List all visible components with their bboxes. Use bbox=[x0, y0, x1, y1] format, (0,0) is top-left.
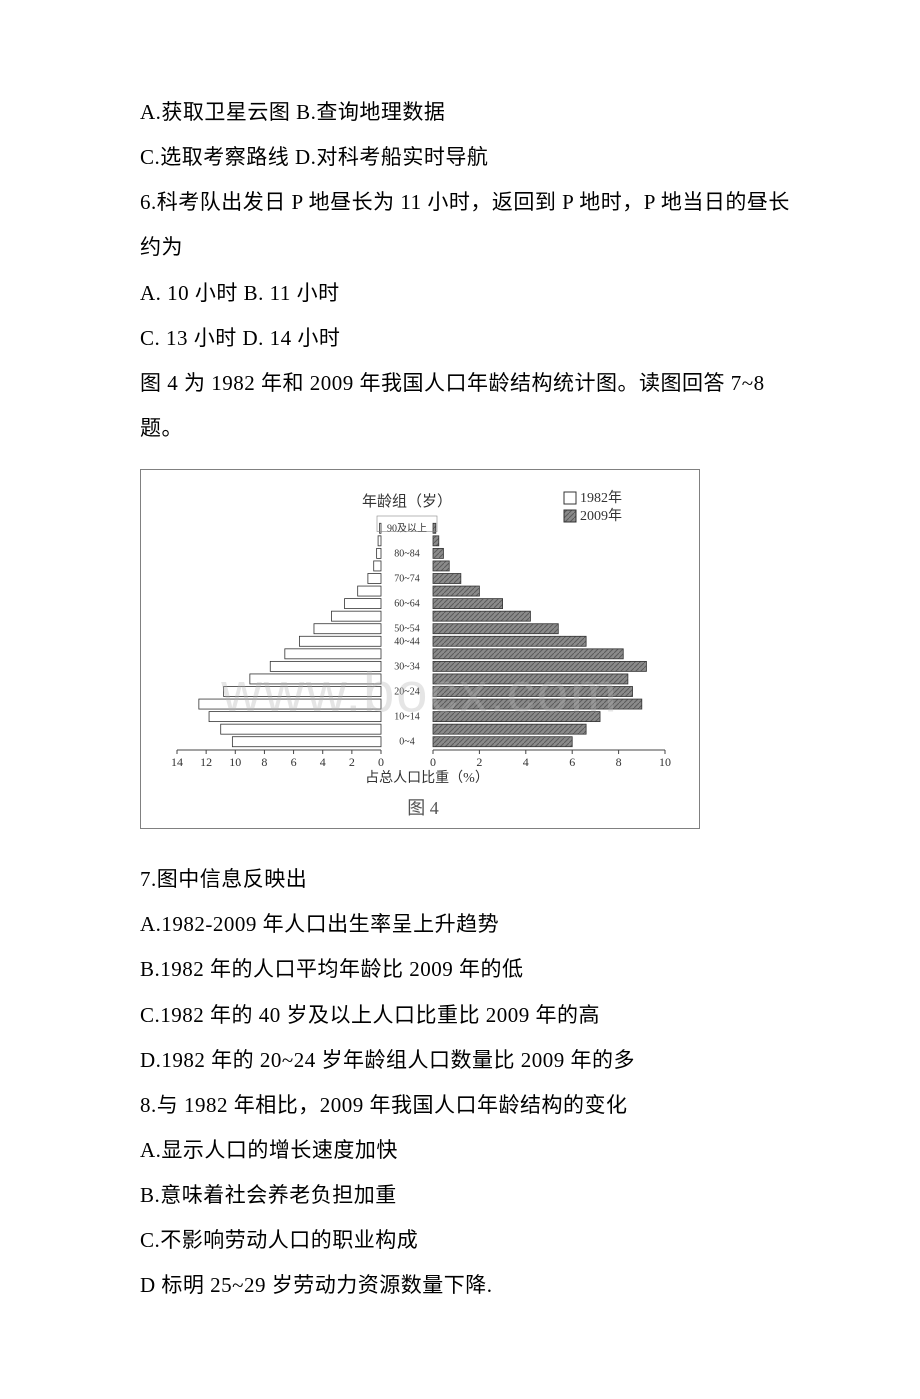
svg-text:50~54: 50~54 bbox=[394, 624, 419, 635]
figure-caption: 图 4 bbox=[159, 794, 687, 820]
text-line: C.选取考察路线 D.对科考船实时导航 bbox=[140, 135, 790, 180]
text-line: 6.科考队出发日 P 地昼长为 11 小时，返回到 P 地时，P 地当日的昼长约… bbox=[140, 180, 790, 270]
text-line: D.1982 年的 20~24 岁年龄组人口数量比 2009 年的多 bbox=[140, 1038, 790, 1083]
svg-text:10~14: 10~14 bbox=[394, 712, 419, 723]
text-line: 图 4 为 1982 年和 2009 年我国人口年龄结构统计图。读图回答 7~8… bbox=[140, 361, 790, 451]
text-line: C. 13 小时 D. 14 小时 bbox=[140, 316, 790, 361]
svg-text:占总人口比重（%）: 占总人口比重（%） bbox=[365, 770, 489, 786]
text-line: A.获取卫星云图 B.查询地理数据 bbox=[140, 90, 790, 135]
svg-text:10: 10 bbox=[659, 755, 671, 769]
text-line: B.意味着社会养老负担加重 bbox=[140, 1173, 790, 1218]
text-line: A.显示人口的增长速度加快 bbox=[140, 1128, 790, 1173]
svg-text:80~84: 80~84 bbox=[394, 549, 419, 560]
svg-text:60~64: 60~64 bbox=[394, 599, 419, 610]
svg-text:2: 2 bbox=[476, 755, 482, 769]
svg-text:40~44: 40~44 bbox=[394, 636, 419, 647]
figure-4: 年龄组（岁） 1982年 2009年 90及以上 80~84 70~74 60~64 50~5… bbox=[140, 469, 700, 829]
text-line: A. 10 小时 B. 11 小时 bbox=[140, 271, 790, 316]
svg-text:4: 4 bbox=[320, 755, 326, 769]
svg-text:90及以上: 90及以上 bbox=[387, 522, 427, 534]
svg-text:12: 12 bbox=[200, 755, 212, 769]
svg-text:6: 6 bbox=[291, 755, 297, 769]
svg-text:1982年: 1982年 bbox=[580, 490, 622, 506]
svg-text:8: 8 bbox=[261, 755, 267, 769]
text-line: B.1982 年的人口平均年龄比 2009 年的低 bbox=[140, 947, 790, 992]
svg-text:2: 2 bbox=[349, 755, 355, 769]
text-line: 8.与 1982 年相比，2009 年我国人口年龄结构的变化 bbox=[140, 1083, 790, 1128]
svg-text:0: 0 bbox=[378, 755, 384, 769]
svg-text:年龄组（岁）: 年龄组（岁） bbox=[362, 493, 452, 510]
svg-text:0: 0 bbox=[430, 755, 436, 769]
svg-text:6: 6 bbox=[569, 755, 575, 769]
svg-text:70~74: 70~74 bbox=[394, 574, 419, 585]
text-line: C.1982 年的 40 岁及以上人口比重比 2009 年的高 bbox=[140, 993, 790, 1038]
text-line: C.不影响劳动人口的职业构成 bbox=[140, 1218, 790, 1263]
population-pyramid-chart: 年龄组（岁） 1982年 2009年 90及以上 80~84 70~74 60~64 50~5… bbox=[159, 488, 679, 788]
svg-text:0~4: 0~4 bbox=[399, 737, 414, 748]
svg-text:8: 8 bbox=[616, 755, 622, 769]
svg-text:2009年: 2009年 bbox=[580, 508, 622, 524]
text-line: 7.图中信息反映出 bbox=[140, 857, 790, 902]
svg-text:14: 14 bbox=[171, 755, 183, 769]
svg-text:20~24: 20~24 bbox=[394, 687, 419, 698]
svg-text:10: 10 bbox=[229, 755, 241, 769]
text-line: A.1982-2009 年人口出生率呈上升趋势 bbox=[140, 902, 790, 947]
svg-text:4: 4 bbox=[523, 755, 529, 769]
svg-text:30~34: 30~34 bbox=[394, 662, 419, 673]
